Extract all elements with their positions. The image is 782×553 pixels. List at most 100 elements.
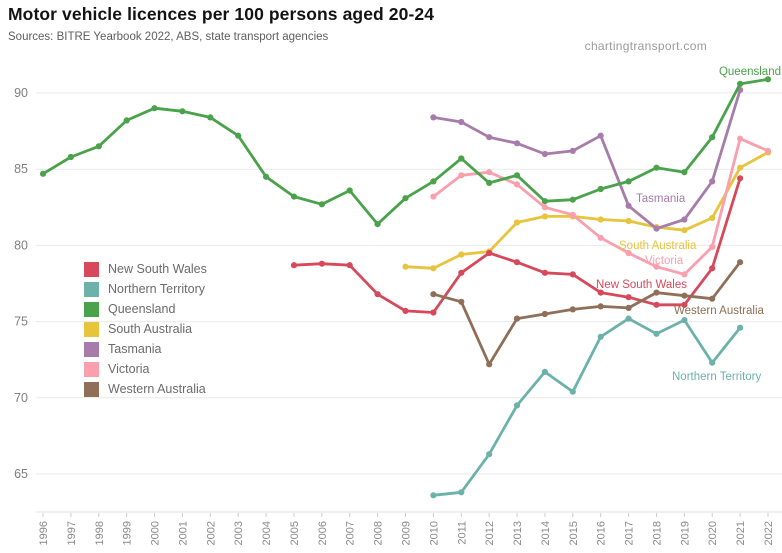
series-point-tasmania-2019 [681, 216, 688, 223]
x-tick-label-2000: 2000 [150, 521, 162, 545]
svg-text:2009: 2009 [401, 521, 413, 545]
svg-text:2020: 2020 [707, 521, 719, 545]
series-point-tasmania-2018 [653, 225, 660, 232]
series-label-south-australia: South Australia [619, 240, 697, 252]
series-point-victoria-2019 [681, 271, 688, 278]
legend-swatch-victoria [84, 361, 99, 377]
svg-text:1996: 1996 [38, 521, 50, 545]
series-point-new-south-wales-2020 [709, 265, 716, 272]
series-label-western-australia: Western Australia [674, 305, 765, 317]
series-point-victoria-2016 [597, 234, 604, 241]
series-point-queensland-2014 [541, 198, 549, 205]
y-tick-label-75: 75 [14, 315, 28, 329]
series-point-northern-territory-2017 [625, 315, 632, 322]
series-point-queensland-1997 [67, 153, 74, 161]
series-point-south-australia-2017 [625, 217, 632, 225]
legend-label-south-australia: South Australia [108, 322, 193, 336]
y-tick-label-70: 70 [14, 391, 28, 405]
series-point-tasmania-2015 [569, 147, 576, 154]
x-tick-label-2022: 2022 [763, 521, 775, 545]
legend-label-queensland: Queensland [108, 302, 176, 316]
series-point-victoria-2015 [569, 211, 576, 218]
x-tick-label-2013: 2013 [512, 521, 524, 545]
series-point-queensland-1999 [123, 117, 130, 124]
x-tick-label-2014: 2014 [540, 521, 552, 545]
series-point-queensland-2022 [764, 76, 772, 83]
svg-text:1999: 1999 [122, 521, 134, 545]
series-point-queensland-2012 [486, 179, 493, 186]
legend-label-western-australia: Western Australia [108, 382, 206, 396]
x-tick-label-1997: 1997 [66, 521, 78, 545]
series-point-queensland-2019 [681, 169, 688, 176]
series-point-south-australia-2010 [430, 265, 437, 272]
series-point-new-south-wales-2016 [597, 289, 604, 296]
series-point-new-south-wales-2013 [513, 259, 521, 266]
series-point-new-south-wales-2015 [569, 271, 576, 278]
series-point-western-australia-2010 [430, 291, 437, 298]
x-tick-label-2004: 2004 [261, 521, 273, 545]
chart-subtitle: Sources: BITRE Yearbook 2022, ABS, state… [8, 31, 329, 43]
series-point-northern-territory-2014 [541, 368, 549, 375]
series-point-northern-territory-2016 [597, 333, 604, 340]
series-point-victoria-2017 [625, 249, 632, 257]
svg-text:2021: 2021 [735, 521, 747, 545]
svg-text:2006: 2006 [317, 521, 329, 545]
series-point-new-south-wales-2007 [346, 262, 353, 269]
svg-text:2011: 2011 [456, 521, 468, 545]
legend-swatch-queensland [84, 301, 99, 317]
legend-item-new-south-wales: New South Wales [84, 259, 207, 279]
svg-text:2018: 2018 [651, 521, 663, 545]
series-point-queensland-2021 [737, 80, 744, 87]
series-point-northern-territory-2012 [486, 451, 493, 458]
series-point-south-australia-2009 [402, 263, 409, 270]
svg-text:2012: 2012 [484, 521, 496, 545]
series-point-northern-territory-2021 [737, 324, 744, 331]
series-point-south-australia-2014 [541, 213, 549, 220]
series-point-new-south-wales-2010 [430, 309, 437, 316]
series-point-western-australia-2017 [625, 304, 632, 311]
legend-item-western-australia: Western Australia [84, 379, 207, 399]
series-line-western-australia [431, 260, 742, 366]
series-point-queensland-2001 [179, 108, 186, 115]
series-point-victoria-2018 [653, 263, 660, 270]
series-point-queensland-2007 [346, 187, 353, 194]
series-point-victoria-2022 [764, 147, 772, 154]
x-tick-label-2008: 2008 [373, 521, 385, 545]
legend-item-queensland: Queensland [84, 299, 207, 319]
svg-text:2019: 2019 [679, 521, 691, 545]
series-point-queensland-2017 [625, 178, 632, 185]
series-point-tasmania-2014 [541, 150, 549, 158]
series-point-south-australia-2020 [709, 214, 716, 222]
series-point-queensland-1996 [39, 170, 47, 177]
series-point-new-south-wales-2017 [625, 294, 632, 301]
legend-label-victoria: Victoria [108, 362, 150, 376]
series-point-northern-territory-2015 [569, 388, 576, 395]
svg-text:1997: 1997 [66, 521, 78, 545]
series-point-queensland-2015 [569, 196, 576, 203]
series-point-queensland-2010 [430, 178, 437, 185]
series-point-tasmania-2010 [430, 114, 437, 121]
series-point-new-south-wales-2005 [290, 262, 298, 269]
series-point-victoria-2010 [430, 193, 437, 200]
svg-text:2013: 2013 [512, 521, 524, 545]
series-point-victoria-2013 [513, 181, 521, 188]
y-tick-label-65: 65 [14, 467, 28, 481]
series-point-western-australia-2012 [486, 361, 493, 368]
series-point-queensland-2011 [458, 155, 465, 162]
svg-text:2016: 2016 [596, 521, 608, 545]
legend-swatch-south-australia [84, 321, 99, 337]
series-point-victoria-2020 [709, 243, 716, 250]
series-point-western-australia-2021 [737, 259, 744, 266]
series-point-queensland-2016 [597, 185, 604, 193]
x-tick-label-1996: 1996 [38, 521, 50, 545]
svg-text:2008: 2008 [373, 521, 385, 545]
svg-text:2001: 2001 [177, 521, 189, 545]
series-point-new-south-wales-2021 [737, 175, 744, 182]
series-point-queensland-2020 [709, 134, 716, 141]
x-tick-label-2018: 2018 [651, 521, 663, 545]
series-point-queensland-2018 [653, 164, 660, 171]
series-point-new-south-wales-2006 [318, 260, 325, 267]
svg-text:2004: 2004 [261, 521, 273, 545]
legend-item-victoria: Victoria [84, 359, 207, 379]
series-point-queensland-2005 [290, 193, 298, 200]
